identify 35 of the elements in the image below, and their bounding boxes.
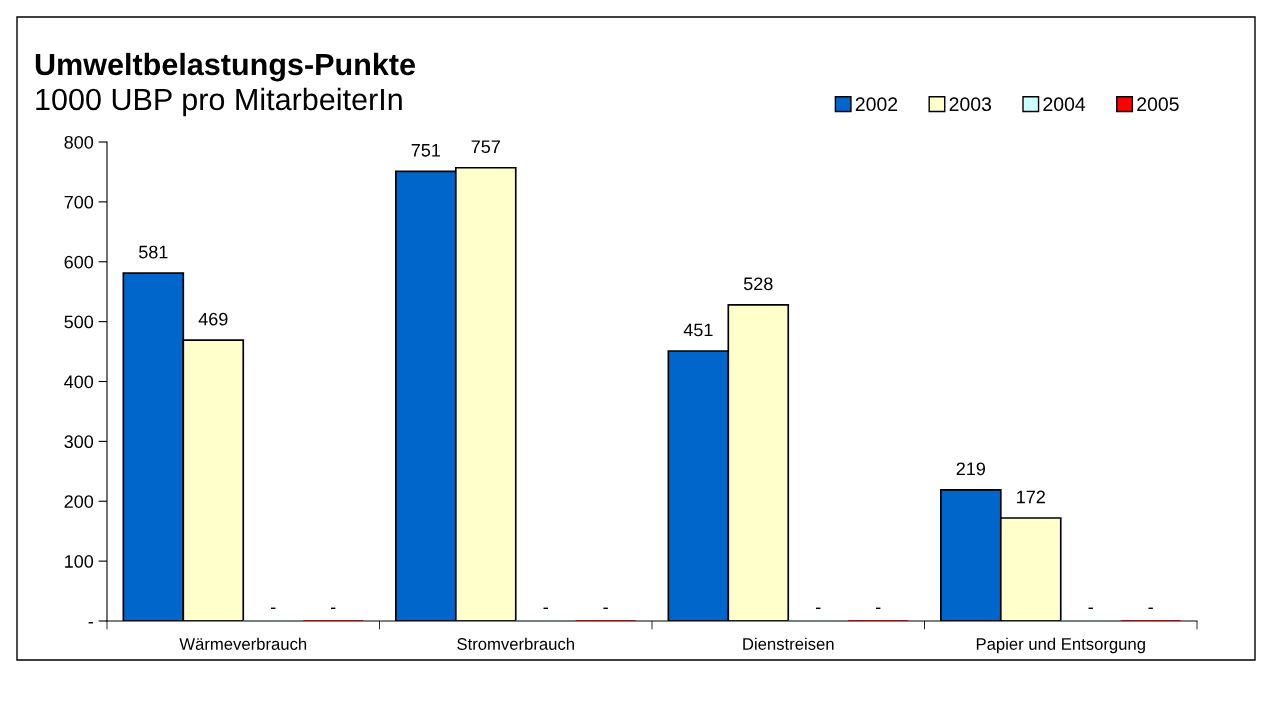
x-tick-label: Wärmeverbrauch — [179, 637, 307, 650]
y-tick-label: 200 — [64, 495, 94, 508]
data-label: 172 — [1017, 490, 1045, 504]
legend-label: 2002 — [855, 97, 898, 112]
y-tick-label: 300 — [64, 435, 94, 449]
data-label: 751 — [411, 144, 441, 157]
y-tick-label: 400 — [64, 375, 94, 389]
x-tick-label: Dienstreisen — [743, 637, 834, 650]
data-label: 451 — [683, 323, 713, 337]
legend-label: 2003 — [949, 97, 992, 112]
data-label: - — [875, 607, 881, 609]
y-tick-label: 600 — [64, 255, 94, 269]
data-label: 528 — [743, 277, 773, 291]
data-label: - — [603, 607, 608, 609]
data-label: 219 — [956, 462, 986, 476]
x-tick-label: Stromverbrauch — [457, 637, 574, 650]
chart-subtitle: 1000 UBP pro MitarbeiterIn — [36, 87, 402, 117]
data-label: 581 — [138, 245, 168, 259]
data-label: - — [1148, 607, 1153, 609]
y-tick-label: 500 — [64, 315, 94, 329]
data-label: 757 — [471, 140, 500, 154]
legend-label: 2004 — [1043, 97, 1086, 112]
data-label: - — [330, 607, 336, 609]
data-label: - — [816, 607, 821, 609]
chart-title: Umweltbelastungs-Punkte — [35, 52, 415, 82]
data-label: - — [271, 607, 276, 609]
data-label: 469 — [198, 312, 228, 326]
data-label: - — [1088, 607, 1093, 609]
y-tick-label: 100 — [65, 555, 94, 568]
legend-label: 2005 — [1137, 97, 1179, 112]
y-tick-label: 800 — [64, 135, 94, 149]
y-tick-label: - — [88, 622, 93, 624]
data-label: - — [543, 607, 548, 609]
x-tick-label: Papier und Entsorgung — [976, 637, 1145, 654]
y-tick-label: 700 — [64, 195, 94, 209]
